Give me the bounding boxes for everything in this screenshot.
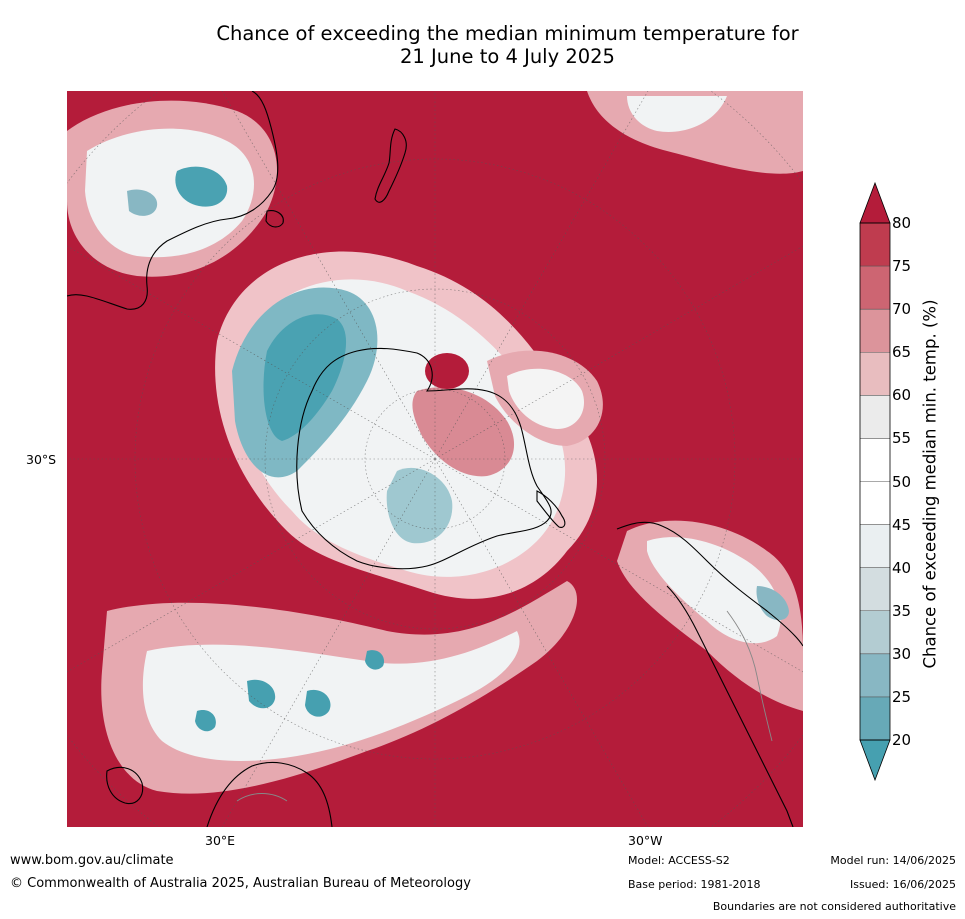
model-text: Model: ACCESS-S2 xyxy=(628,854,730,867)
south-america-coastline xyxy=(616,521,803,647)
map-panel xyxy=(67,91,803,827)
antarctic-peninsula-coastline xyxy=(536,490,566,528)
disclaimer-text: Boundaries are not considered authoritat… xyxy=(712,900,956,913)
africa-coastline xyxy=(206,761,333,827)
map-title: Chance of exceeding the median minimum t… xyxy=(150,22,865,68)
issued-text: Issued: 16/06/2025 xyxy=(849,878,956,891)
colorbar-tick-label: 30 xyxy=(892,644,912,663)
colorbar-segment xyxy=(860,653,890,698)
website-text: www.bom.gov.au/climate xyxy=(10,853,174,868)
colorbar-tick-label: 65 xyxy=(892,343,912,362)
colorbar-tick-label: 80 xyxy=(892,214,912,232)
pacific-neutral-patch xyxy=(507,368,585,429)
latitude-ring-45s xyxy=(264,288,606,630)
latitude-label-30s: 30°S xyxy=(26,452,57,467)
colorbar-lower-arrow xyxy=(859,739,891,782)
longitude-label-30e: 30°E xyxy=(205,833,236,848)
colorbar-segment xyxy=(860,309,890,353)
colorbar-segments xyxy=(860,223,890,741)
colorbar-segment xyxy=(860,438,890,482)
colorbar-tick-label: 25 xyxy=(892,687,912,706)
title-line-2: 21 June to 4 July 2025 xyxy=(400,45,615,68)
colorbar-tick-label: 45 xyxy=(892,515,912,534)
colorbar-tick-label: 35 xyxy=(892,601,912,620)
antarctica-coastline xyxy=(296,347,552,570)
indian-ocean-blue-spots xyxy=(195,650,385,732)
south-america-neutral xyxy=(647,537,781,644)
colorbar-segment xyxy=(860,223,890,267)
colorbar-segment xyxy=(860,696,890,741)
probability-field xyxy=(67,91,803,794)
australia-blue xyxy=(175,166,228,207)
weddell-red-spot xyxy=(425,353,469,389)
antarctic-blue-south xyxy=(386,467,453,544)
colorbar-tick-label: 20 xyxy=(892,731,912,749)
country-borders xyxy=(236,610,773,802)
colorbar-tick-label: 70 xyxy=(892,300,912,319)
latitude-ring-60s xyxy=(364,388,506,530)
copyright-text: © Commonwealth of Australia 2025, Austra… xyxy=(10,876,471,891)
longitude-label-30w: 30°W xyxy=(628,833,663,848)
south-america-blue xyxy=(756,586,789,621)
colorbar-title: Chance of exceeding median min. temp. (%… xyxy=(920,299,940,669)
new-zealand-coastline xyxy=(374,128,407,203)
south-america-coastline-west xyxy=(666,585,794,827)
colorbar-segment xyxy=(860,481,890,526)
australia-neutral xyxy=(85,128,254,258)
antarctic-red-patch xyxy=(412,387,515,477)
colorbar-tick-label: 75 xyxy=(892,257,912,276)
model-run-text: Model run: 14/06/2025 xyxy=(830,854,956,867)
colorbar-segment xyxy=(860,524,890,569)
north-pacific-neutral xyxy=(627,96,727,132)
colorbar-tick-label: 55 xyxy=(892,429,912,448)
colorbar xyxy=(859,181,891,782)
tasmania-coastline xyxy=(265,210,284,228)
coastlines xyxy=(67,91,803,827)
base-period-text: Base period: 1981-2018 xyxy=(628,878,761,891)
colorbar-upper-arrow xyxy=(859,181,891,224)
madagascar-coastline xyxy=(106,766,144,805)
colorbar-tick-label: 50 xyxy=(892,472,912,491)
indian-ocean-neutral-band xyxy=(142,631,520,761)
colorbar-segment xyxy=(860,395,890,439)
title-line-1: Chance of exceeding the median minimum t… xyxy=(216,22,799,45)
colorbar-segment xyxy=(860,610,890,655)
colorbar-segment xyxy=(860,266,890,310)
australia-coastline xyxy=(67,91,279,310)
colorbar-segment xyxy=(860,567,890,612)
antarctic-blue-core xyxy=(263,314,347,441)
colorbar-tick-label: 40 xyxy=(892,558,912,577)
colorbar-segment xyxy=(860,352,890,396)
australia-blue-2 xyxy=(127,189,158,216)
colorbar-outline xyxy=(859,222,891,741)
graticule xyxy=(67,91,803,827)
colorbar-tick-label: 60 xyxy=(892,386,912,405)
probability-map xyxy=(67,91,803,827)
